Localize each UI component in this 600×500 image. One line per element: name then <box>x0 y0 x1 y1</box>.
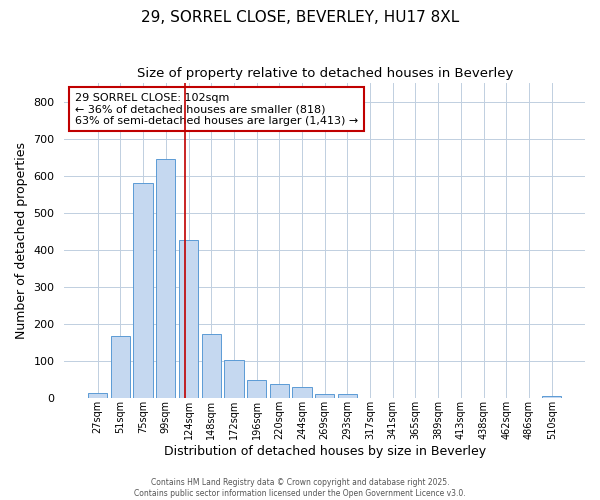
Bar <box>156 159 175 398</box>
Text: 29, SORREL CLOSE, BEVERLEY, HU17 8XL: 29, SORREL CLOSE, BEVERLEY, HU17 8XL <box>141 10 459 25</box>
Bar <box>247 380 266 398</box>
Title: Size of property relative to detached houses in Beverley: Size of property relative to detached ho… <box>137 68 513 80</box>
Bar <box>179 240 198 398</box>
Bar <box>542 396 562 398</box>
Bar <box>133 183 153 398</box>
Bar <box>315 394 334 398</box>
Bar <box>292 387 311 398</box>
Bar <box>338 394 357 398</box>
Bar <box>88 392 107 398</box>
X-axis label: Distribution of detached houses by size in Beverley: Distribution of detached houses by size … <box>164 444 486 458</box>
Bar <box>202 334 221 398</box>
Text: 29 SORREL CLOSE: 102sqm
← 36% of detached houses are smaller (818)
63% of semi-d: 29 SORREL CLOSE: 102sqm ← 36% of detache… <box>75 92 358 126</box>
Text: Contains HM Land Registry data © Crown copyright and database right 2025.
Contai: Contains HM Land Registry data © Crown c… <box>134 478 466 498</box>
Y-axis label: Number of detached properties: Number of detached properties <box>15 142 28 339</box>
Bar <box>111 336 130 398</box>
Bar <box>224 360 244 398</box>
Bar <box>269 384 289 398</box>
